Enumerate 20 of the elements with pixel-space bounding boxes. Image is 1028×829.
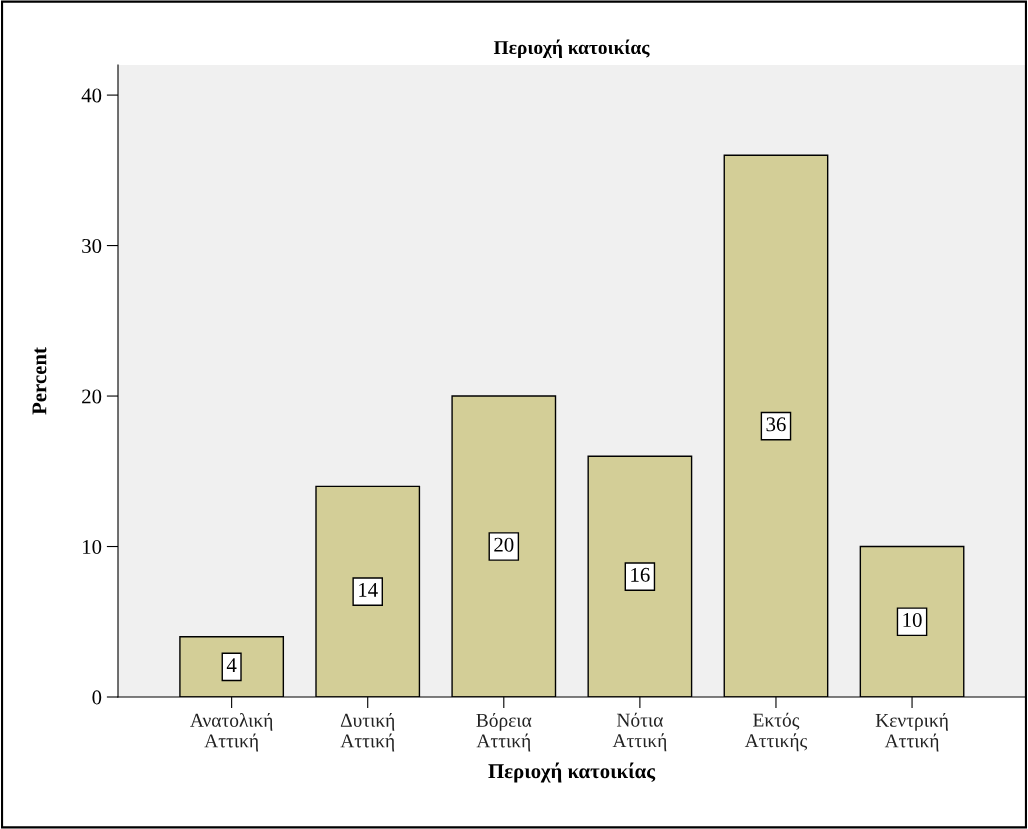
x-tick-label: Δυτική Αττική xyxy=(340,712,395,752)
x-tick-label: Κεντρική Αττική xyxy=(875,712,948,752)
x-tick-label: Βόρεια Αττική xyxy=(476,712,532,752)
x-tick-label: Εκτός Αττικής xyxy=(744,712,808,752)
data-label: 20 xyxy=(494,537,514,552)
y-tick-label: 40 xyxy=(81,88,102,103)
data-label: 36 xyxy=(766,417,786,432)
x-tick-label: Νότια Αττική xyxy=(612,712,667,752)
data-label: 10 xyxy=(903,612,922,627)
y-tick-label: 30 xyxy=(82,238,102,253)
data-label: 14 xyxy=(359,582,378,597)
x-axis-title: Περιοχή κατοικίας xyxy=(488,762,656,783)
y-tick-label: 10 xyxy=(83,539,102,554)
data-label: 4 xyxy=(226,658,237,672)
y-axis-title: Percent xyxy=(32,347,47,415)
data-label: 16 xyxy=(631,567,650,582)
y-tick-label: 20 xyxy=(82,389,102,404)
chart-title: Περιοχή κατοικίας xyxy=(493,39,650,59)
x-tick-label: Ανατολική Αττική xyxy=(190,712,273,752)
y-tick-label: 0 xyxy=(92,690,102,705)
